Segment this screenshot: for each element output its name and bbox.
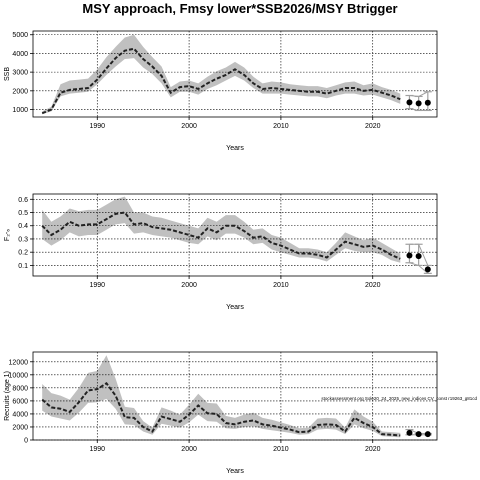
f-xtick-label: 2000 — [181, 282, 197, 289]
ssb-estimate-line — [41, 47, 401, 115]
panel-f: 1990 2000 2010 2020 0.1 0.2 0.3 0.4 0.5 0.6 Years F… — [4, 193, 438, 311]
ssb-ytick-label: 4000 — [12, 51, 28, 58]
ssb-projection-lower — [409, 108, 428, 111]
ssb-x-axis-label: Years — [226, 145, 244, 152]
recruits-xtick-label: 2010 — [273, 446, 289, 453]
recruits-x-axis-label: Years — [226, 468, 244, 475]
ssb-projection-point-2025 — [415, 100, 422, 107]
panel-ssb: 1990 2000 2010 2020 1000 2000 3000 4000 5000 Year… — [4, 30, 438, 152]
recruits-ytick-label: 4000 — [12, 411, 28, 418]
ssb-ytick-label: 1000 — [12, 107, 28, 114]
f-projection-lower — [409, 262, 429, 274]
f-projection-upper — [409, 243, 429, 266]
recruits-xtick-label: 2000 — [181, 446, 197, 453]
ssb-y-axis-label: SSB — [4, 67, 11, 81]
ssb-ytick-label: 2000 — [12, 88, 28, 95]
recruits-ytick-label: 0 — [24, 438, 28, 445]
f-ytick-label: 0.3 — [18, 236, 28, 243]
recruits-estimate-line — [41, 381, 401, 437]
ssb-projection-point-2026 — [424, 99, 431, 106]
recruits-ytick-label: 12000 — [9, 359, 29, 366]
panel-recruits: 1990 2000 2010 2020 0 2000 4000 6000 8000 10000 12… — [4, 351, 477, 475]
f-projection-point-2026 — [424, 266, 431, 273]
f-xtick-label: 2010 — [273, 282, 289, 289]
f-ytick-label: 0.5 — [18, 210, 28, 217]
recruits-plot-frame — [32, 351, 438, 441]
ssb-xtick-label: 2020 — [365, 123, 381, 130]
ssb-projection-upper — [409, 91, 429, 97]
recruits-y-axis-label: Recruits (age 1) — [4, 371, 11, 421]
ssb-plot-frame — [32, 30, 438, 118]
f-ytick-label: 0.6 — [18, 197, 28, 204]
ssb-xtick-label: 1990 — [89, 123, 105, 130]
f-plot-frame — [32, 193, 438, 277]
recruits-ytick-label: 8000 — [12, 385, 28, 392]
ssb-ytick-label: 5000 — [12, 32, 28, 39]
f-y-axis-label: F₂‑₆ — [4, 229, 11, 241]
recruits-confidence-band — [42, 355, 401, 438]
ssb-projection-point-2024 — [406, 99, 413, 106]
f-xtick-label: 2020 — [365, 282, 381, 289]
f-x-axis-label: Years — [226, 304, 244, 311]
recruits-ytick-label: 2000 — [12, 424, 28, 431]
ssb-xtick-label: 2000 — [181, 123, 197, 130]
f-xtick-label: 1990 — [89, 282, 105, 289]
recruits-projection-point-2026 — [424, 431, 431, 438]
recruits-xtick-label: 2020 — [365, 446, 381, 453]
ssb-confidence-band — [42, 34, 401, 115]
f-projection-point-2025 — [415, 253, 422, 260]
recruits-projection-point-2025 — [415, 431, 422, 438]
recruits-projection-point-2024 — [406, 429, 413, 436]
f-estimate-line — [41, 211, 401, 260]
recruits-xtick-label: 1990 — [89, 446, 105, 453]
ssb-xtick-label: 2010 — [273, 123, 289, 130]
figure-title: MSY approach, Fmsy lower*SSB2026/MSY Btr… — [82, 1, 397, 16]
recruits-ytick-label: 6000 — [12, 398, 28, 405]
f-ytick-label: 0.4 — [18, 223, 28, 230]
f-ytick-label: 0.1 — [18, 263, 28, 270]
recruits-ytick-label: 10000 — [9, 372, 29, 379]
f-ytick-label: 0.2 — [18, 250, 28, 257]
stockassessment-annotation: stockassessment.org Sole20_24_2025_new_i… — [321, 396, 477, 401]
f-projection-point-2024 — [406, 252, 413, 259]
ssb-ytick-label: 3000 — [12, 70, 28, 77]
